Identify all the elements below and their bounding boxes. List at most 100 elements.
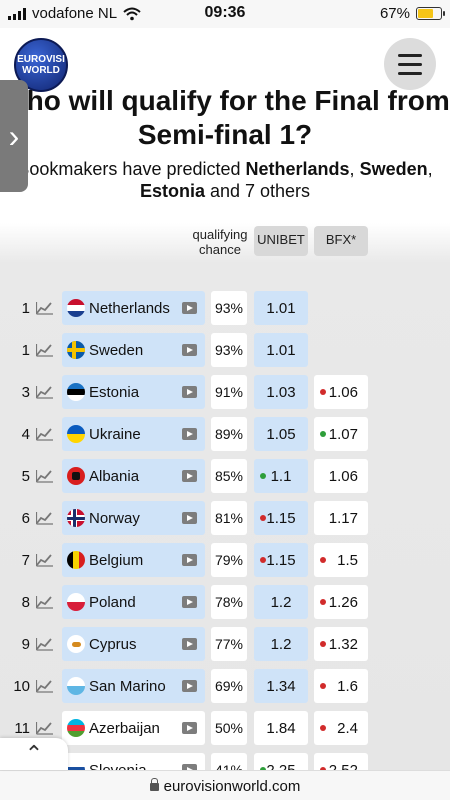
rank-label: 1	[21, 342, 30, 359]
azerbaijan-flag-icon	[67, 719, 85, 737]
country-link[interactable]: Netherlands	[62, 291, 205, 325]
country-name: Estonia	[89, 384, 140, 401]
qualifying-chance-cell: 77%	[211, 627, 247, 661]
country-link[interactable]: Sweden	[62, 333, 205, 367]
play-video-icon[interactable]	[182, 386, 197, 398]
unibet-odds-cell[interactable]: 1.05	[254, 417, 308, 451]
side-drawer-tab[interactable]: ›	[0, 80, 28, 192]
rank-label: 10	[13, 678, 30, 695]
country-link[interactable]: San Marino	[62, 669, 205, 703]
play-video-icon[interactable]	[182, 554, 197, 566]
rank-label: 3	[21, 384, 30, 401]
unibet-odds-cell[interactable]: 1.34	[254, 669, 308, 703]
country-link[interactable]: Poland	[62, 585, 205, 619]
menu-button[interactable]	[384, 38, 436, 90]
bfx-odds-cell[interactable]: 2.4	[314, 711, 368, 745]
qualifying-chance-cell: 93%	[211, 291, 247, 325]
qualifying-chance-cell: 85%	[211, 459, 247, 493]
bfx-odds-cell[interactable]: 1.17	[314, 501, 368, 535]
country-name: Ukraine	[89, 426, 141, 443]
bfx-odds-cell[interactable]: 1.26	[314, 585, 368, 619]
bfx-odds-cell	[314, 333, 368, 367]
country-link[interactable]: Albania	[62, 459, 205, 493]
clock: 09:36	[204, 4, 246, 21]
country-link[interactable]: Azerbaijan	[62, 711, 205, 745]
bfx-odds-cell[interactable]: 1.5	[314, 543, 368, 577]
country-link[interactable]: Cyprus	[62, 627, 205, 661]
trend-chart-icon[interactable]	[36, 385, 54, 399]
battery-percent: 67%	[379, 5, 410, 22]
bfx-odds-cell[interactable]: 1.06	[314, 375, 368, 409]
unibet-odds-cell[interactable]: 1.2	[254, 627, 308, 661]
rank-label: 8	[21, 594, 30, 611]
unibet-odds-cell[interactable]: 1.15	[254, 543, 308, 577]
play-video-icon[interactable]	[182, 470, 197, 482]
header-qualifying-chance: qualifying chance	[192, 227, 248, 257]
rank-label: 9	[21, 636, 30, 653]
trend-chart-icon[interactable]	[36, 721, 54, 735]
poland-flag-icon	[67, 593, 85, 611]
sanmarino-flag-icon	[67, 677, 85, 695]
rank-label: 11	[14, 720, 30, 737]
country-name: Cyprus	[89, 636, 137, 653]
page-subtitle: Bookmakers have predicted Netherlands, S…	[17, 159, 433, 201]
scroll-to-top-button[interactable]: ⌃	[0, 738, 68, 770]
table-row: 5 Albania 85% 1.1 1.06	[0, 459, 450, 495]
bfx-odds-cell[interactable]: 1.32	[314, 627, 368, 661]
lock-icon	[149, 778, 159, 791]
url-text: eurovisionworld.com	[163, 778, 301, 795]
rank-label: 6	[21, 510, 30, 527]
play-video-icon[interactable]	[182, 680, 197, 692]
norway-flag-icon	[67, 509, 85, 527]
qualifying-chance-cell: 89%	[211, 417, 247, 451]
play-video-icon[interactable]	[182, 428, 197, 440]
country-name: Sweden	[89, 342, 144, 359]
bfx-odds-cell[interactable]: 1.07	[314, 417, 368, 451]
odds-change-dot	[320, 389, 326, 395]
trend-chart-icon[interactable]	[36, 511, 54, 525]
header-bfx[interactable]: BFX*	[314, 226, 368, 256]
header-unibet[interactable]: UNIBET	[254, 226, 308, 256]
country-link[interactable]: Norway	[62, 501, 205, 535]
country-name: Belgium	[89, 552, 144, 569]
play-video-icon[interactable]	[182, 722, 197, 734]
country-link[interactable]: Ukraine	[62, 417, 205, 451]
trend-chart-icon[interactable]	[36, 637, 54, 651]
unibet-odds-cell[interactable]: 1.2	[254, 585, 308, 619]
bfx-odds-cell[interactable]: 1.6	[314, 669, 368, 703]
trend-chart-icon[interactable]	[36, 553, 54, 567]
country-name: Poland	[89, 594, 136, 611]
unibet-odds-cell[interactable]: 1.01	[254, 333, 308, 367]
play-video-icon[interactable]	[182, 596, 197, 608]
albania-flag-icon	[67, 467, 85, 485]
unibet-odds-cell[interactable]: 1.1	[254, 459, 308, 493]
url-bar[interactable]: eurovisionworld.com	[0, 770, 450, 800]
unibet-odds-cell[interactable]: 1.03	[254, 375, 308, 409]
table-row: 6 Norway 81% 1.15 1.17	[0, 501, 450, 537]
table-row: 1 Netherlands 93% 1.01	[0, 291, 450, 327]
play-video-icon[interactable]	[182, 638, 197, 650]
trend-chart-icon[interactable]	[36, 469, 54, 483]
trend-chart-icon[interactable]	[36, 301, 54, 315]
trend-chart-icon[interactable]	[36, 595, 54, 609]
trend-chart-icon[interactable]	[36, 343, 54, 357]
bfx-odds-cell[interactable]: 1.06	[314, 459, 368, 493]
country-link[interactable]: Estonia	[62, 375, 205, 409]
play-video-icon[interactable]	[182, 344, 197, 356]
odds-change-dot	[320, 599, 326, 605]
trend-chart-icon[interactable]	[36, 427, 54, 441]
unibet-odds-cell[interactable]: 1.01	[254, 291, 308, 325]
odds-change-dot	[260, 473, 266, 479]
ukraine-flag-icon	[67, 425, 85, 443]
hamburger-icon	[398, 53, 422, 57]
play-video-icon[interactable]	[182, 302, 197, 314]
country-link[interactable]: Belgium	[62, 543, 205, 577]
trend-chart-icon[interactable]	[36, 679, 54, 693]
play-video-icon[interactable]	[182, 512, 197, 524]
table-row: 10 San Marino 69% 1.34 1.6	[0, 669, 450, 705]
carrier-label: vodafone NL	[32, 5, 118, 22]
country-name: San Marino	[89, 678, 166, 695]
unibet-odds-cell[interactable]: 1.84	[254, 711, 308, 745]
unibet-odds-cell[interactable]: 1.15	[254, 501, 308, 535]
odds-change-dot	[320, 725, 326, 731]
